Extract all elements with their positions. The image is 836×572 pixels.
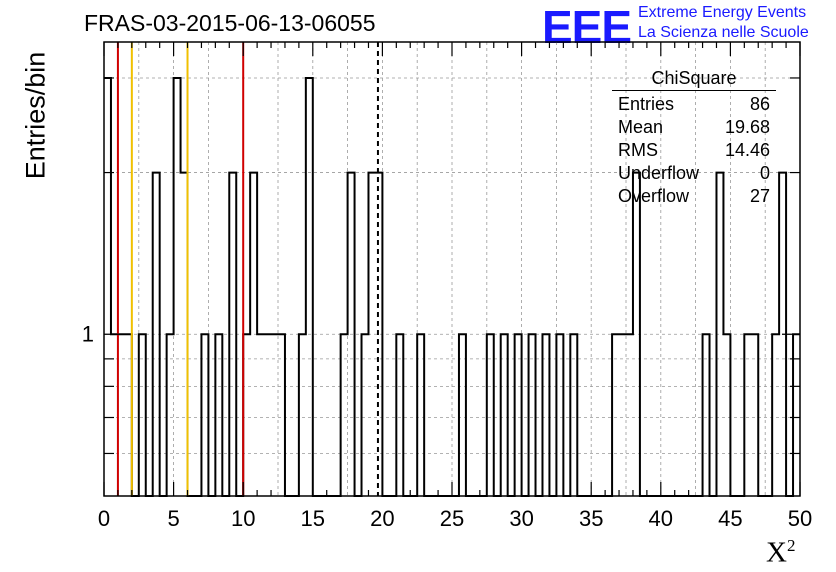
stats-value: 27 [749, 186, 770, 206]
stats-row-overflow: Overflow 27 [612, 185, 776, 208]
x-tick-label: 45 [718, 506, 742, 531]
histogram-bin [104, 78, 111, 496]
stats-box: ChiSquare Entries 86 Mean 19.68 RMS 14.4… [612, 68, 776, 208]
stats-label: Entries [618, 94, 675, 114]
stats-value: 86 [749, 94, 770, 114]
y-tick-label: 1 [82, 321, 94, 346]
x-tick-label: 10 [231, 506, 255, 531]
histogram-bin [174, 78, 181, 496]
stats-value: 19.68 [724, 117, 770, 137]
stats-row-entries: Entries 86 [612, 93, 776, 116]
stats-title: ChiSquare [612, 68, 776, 91]
stats-label: Overflow [618, 186, 690, 206]
stats-row-underflow: Underflow 0 [612, 162, 776, 185]
stats-value: 14.46 [724, 140, 770, 160]
x-axis-label-text: X [766, 536, 787, 569]
x-tick-label: 0 [98, 506, 110, 531]
x-tick-label: 5 [167, 506, 179, 531]
x-tick-label: 35 [579, 506, 603, 531]
chart-title: FRAS-03-2015-06-13-06055 [84, 10, 376, 36]
x-tick-label: 50 [788, 506, 812, 531]
eee-logo: EEE [542, 1, 632, 53]
x-tick-label: 15 [301, 506, 325, 531]
logo-line-2: La Scienza nelle Scuole [638, 24, 809, 41]
x-tick-label: 40 [649, 506, 673, 531]
x-tick-label: 20 [370, 506, 394, 531]
stats-row-rms: RMS 14.46 [612, 139, 776, 162]
tick-labels: 0 5 10 15 20 25 30 35 40 45 50 1 [82, 321, 812, 531]
x-axis-label-exponent: 2 [786, 536, 796, 555]
x-axis-label: X2 [766, 536, 795, 570]
axis-ticks [103, 42, 801, 496]
logo-line-1: Extreme Energy Events [638, 4, 807, 21]
stats-row-mean: Mean 19.68 [612, 116, 776, 139]
stats-value: 0 [759, 163, 770, 183]
reference-lines [116, 42, 379, 496]
x-tick-label: 25 [440, 506, 464, 531]
stats-label: Underflow [618, 163, 700, 183]
histogram-bin [306, 78, 313, 496]
stats-label: Mean [618, 117, 664, 137]
stats-label: RMS [618, 140, 658, 160]
x-tick-label: 30 [509, 506, 533, 531]
